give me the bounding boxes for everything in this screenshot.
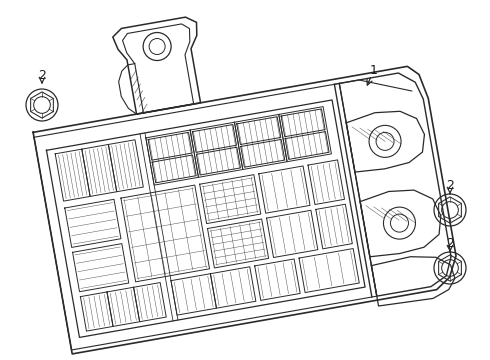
Text: 2: 2 xyxy=(446,179,454,192)
Text: 1: 1 xyxy=(370,64,378,77)
Text: 2: 2 xyxy=(38,68,46,81)
Text: 2: 2 xyxy=(446,237,454,249)
